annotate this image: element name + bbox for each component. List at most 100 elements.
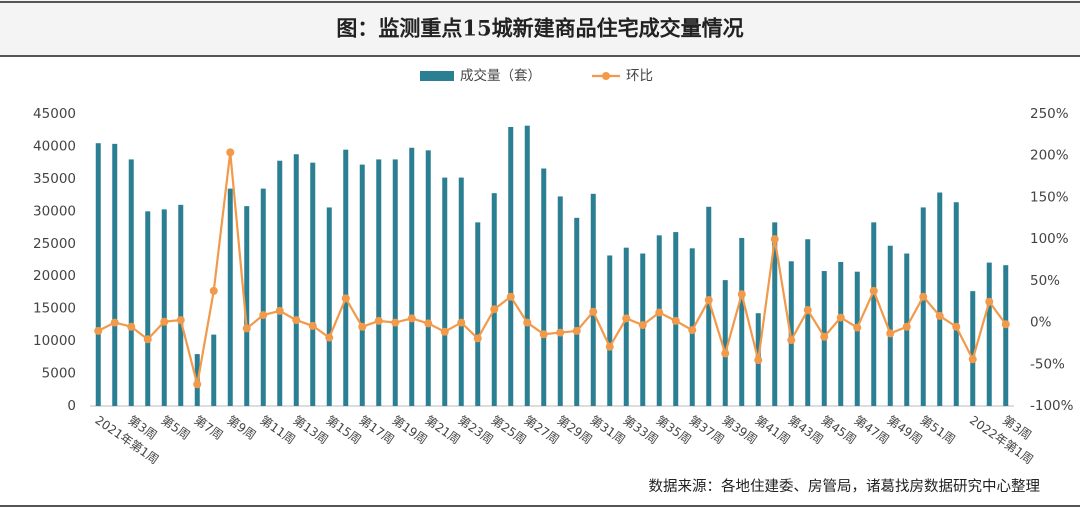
bar xyxy=(161,209,167,406)
bar xyxy=(838,261,844,406)
bar xyxy=(871,222,877,406)
line-point xyxy=(737,290,746,299)
bar xyxy=(937,192,943,406)
line-point xyxy=(490,305,499,314)
line-point xyxy=(886,329,895,338)
bar xyxy=(376,159,382,406)
legend-swatch xyxy=(420,71,454,81)
bar xyxy=(326,207,332,406)
line-point xyxy=(638,321,647,330)
bar xyxy=(772,222,778,406)
bar xyxy=(739,237,745,406)
line-point xyxy=(275,306,284,315)
line-point xyxy=(539,330,548,339)
bar xyxy=(1003,265,1009,406)
line-point xyxy=(160,317,169,326)
line-point xyxy=(803,306,812,315)
bar xyxy=(442,177,448,406)
y-tick-label: 20000 xyxy=(33,268,76,284)
line-point xyxy=(589,307,598,316)
line-point xyxy=(506,292,515,301)
bar xyxy=(574,217,580,406)
line-point xyxy=(770,235,779,244)
y2-tick-label: 50% xyxy=(1030,273,1060,289)
line-point xyxy=(292,316,301,325)
y2-tick-label: 100% xyxy=(1030,231,1069,247)
bar xyxy=(590,193,596,406)
line-point xyxy=(127,322,136,331)
line-point xyxy=(424,319,433,328)
line-point xyxy=(869,286,878,295)
bar xyxy=(128,159,134,406)
line-point xyxy=(110,318,119,327)
line-point xyxy=(193,380,202,389)
line-point xyxy=(572,326,581,335)
y2-tick-label: 150% xyxy=(1030,189,1069,205)
bar xyxy=(854,271,860,406)
line-point xyxy=(655,308,664,317)
bar xyxy=(260,188,266,406)
bar xyxy=(986,262,992,406)
line-point xyxy=(407,314,416,323)
bar xyxy=(524,125,530,407)
line-point xyxy=(605,342,614,351)
line-point xyxy=(919,292,928,301)
legend-label: 成交量（套） xyxy=(460,67,541,84)
line-point xyxy=(440,327,449,336)
line-point xyxy=(820,332,829,341)
line-point xyxy=(787,336,796,345)
line-point xyxy=(226,148,235,157)
bar xyxy=(640,253,646,406)
line-point xyxy=(1001,320,1010,329)
bar xyxy=(557,196,563,406)
line-point xyxy=(622,314,631,323)
y-tick-label: 30000 xyxy=(33,203,76,219)
bar xyxy=(310,162,316,406)
legend-label: 环比 xyxy=(626,68,653,84)
bar xyxy=(970,291,976,406)
y-tick-label: 45000 xyxy=(33,106,76,122)
source-note: 数据来源：各地住建委、房管局，诸葛找房数据研究中心整理 xyxy=(649,478,1041,495)
line-point xyxy=(325,333,334,342)
line-point xyxy=(473,334,482,343)
bar xyxy=(953,202,959,406)
bar xyxy=(607,255,613,406)
line-point xyxy=(259,311,268,320)
y2-tick-label: -100% xyxy=(1030,398,1074,414)
y-tick-label: 5000 xyxy=(42,366,76,382)
line-point xyxy=(94,326,103,335)
line-point xyxy=(176,316,185,325)
bar xyxy=(112,143,118,407)
bar xyxy=(293,154,299,406)
line-point xyxy=(853,323,862,332)
bar xyxy=(706,206,712,406)
bar xyxy=(805,239,811,406)
bar xyxy=(458,177,464,406)
y-tick-label: 35000 xyxy=(33,171,76,187)
bar xyxy=(145,211,151,406)
line-point xyxy=(754,356,763,365)
bar xyxy=(244,206,250,406)
bar xyxy=(227,188,233,406)
line-point xyxy=(457,318,466,327)
bar xyxy=(178,204,184,406)
y-tick-label: 0 xyxy=(67,398,76,414)
bar xyxy=(887,245,893,406)
bar xyxy=(425,150,431,406)
title-bar xyxy=(0,0,1080,56)
chart-title: 图：监测重点15城新建商品住宅成交量情况 xyxy=(336,16,743,41)
bar xyxy=(343,149,349,406)
bar xyxy=(656,235,662,406)
bar xyxy=(277,160,283,406)
y-tick-label: 25000 xyxy=(33,236,76,252)
y2-tick-label: 0% xyxy=(1030,315,1052,331)
y2-tick-label: -50% xyxy=(1030,356,1065,372)
bar xyxy=(409,147,415,406)
y2-tick-label: 200% xyxy=(1030,148,1069,164)
line-point xyxy=(209,286,218,295)
line-point xyxy=(391,318,400,327)
line-point xyxy=(358,322,367,331)
line-point xyxy=(902,322,911,331)
line-point xyxy=(671,316,680,325)
